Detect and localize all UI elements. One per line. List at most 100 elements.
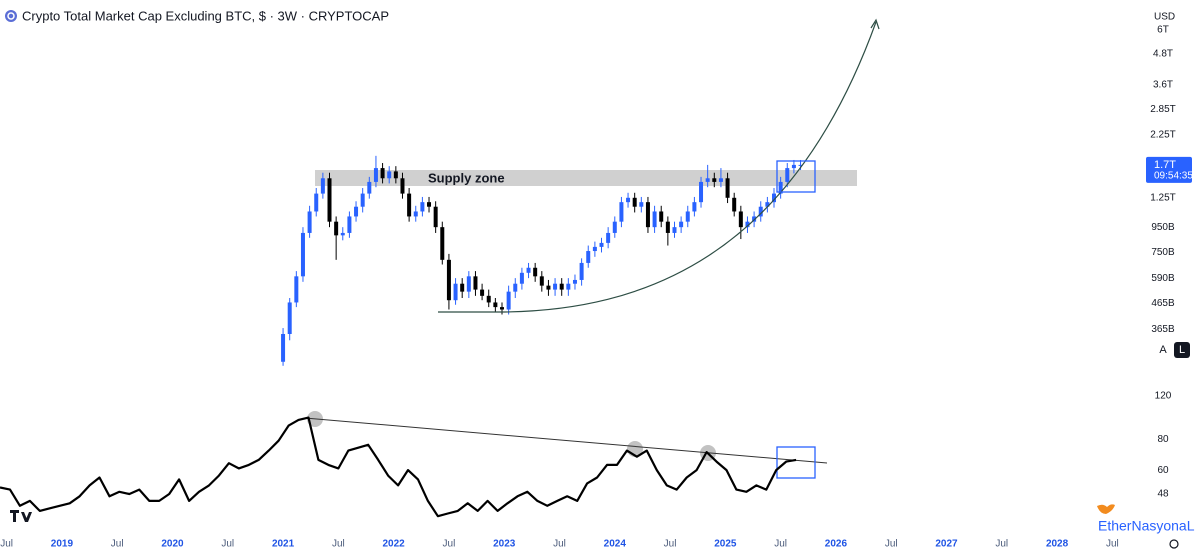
candle-body [745, 221, 750, 228]
x-tick-label: Jul [995, 539, 1008, 550]
candle-body [506, 291, 511, 310]
candle-body [413, 211, 418, 217]
candle-body [732, 197, 737, 212]
price-tag-label: 1.7T [1154, 159, 1176, 171]
settings-icon[interactable] [1169, 539, 1179, 549]
x-tick-label: 2027 [935, 539, 958, 550]
candle-body [665, 221, 670, 233]
log-scale-button-bg[interactable] [1174, 342, 1190, 358]
candle-body [752, 216, 757, 222]
x-tick-label: 2028 [1046, 539, 1069, 550]
x-tick-label: 2020 [161, 539, 184, 550]
candle-body [586, 251, 591, 263]
candle-body [407, 193, 412, 217]
candle-body [466, 276, 471, 292]
candle-body [340, 232, 345, 236]
candle-body [705, 178, 710, 182]
highlight-box [776, 446, 816, 479]
price-pane: 365B 465B 590B 750B 950B 1.25T 2.25T 2.85T 3.6T 4… [281, 25, 1176, 366]
candle-body [499, 307, 504, 310]
y-tick-label: 750B [1151, 247, 1175, 258]
y-tick-label: 3.6T [1153, 79, 1173, 90]
watermark: EtherNasyonaL [1098, 518, 1195, 534]
x-tick-label: Jul [332, 539, 345, 550]
candle-body [400, 178, 405, 194]
x-tick-label: Jul [443, 539, 456, 550]
y-tick-label: 2.25T [1150, 130, 1176, 141]
candle-body [725, 178, 730, 198]
x-tick-label: 2019 [51, 539, 74, 550]
countdown-label: 09:54:35 [1154, 171, 1193, 182]
candle-body [599, 242, 604, 247]
candle-body [718, 178, 723, 182]
y-tick-label: 4.8T [1153, 48, 1173, 59]
y-tick-label: 365B [1151, 324, 1175, 335]
candle-body [433, 206, 438, 228]
y-tick-label: 590B [1151, 273, 1175, 284]
log-scale-button[interactable]: L [1179, 344, 1185, 356]
y-tick-label: 950B [1151, 222, 1175, 233]
y-tick-label: 80 [1157, 434, 1169, 445]
candle-body [626, 197, 631, 203]
price-tag-bg [1146, 156, 1192, 183]
candle-body [533, 267, 538, 277]
candle-body [427, 202, 432, 207]
y-tick-label: 48 [1157, 489, 1169, 500]
candle-body [287, 302, 292, 334]
candle-body [765, 202, 770, 207]
candle-body [778, 181, 783, 194]
candle-body [307, 211, 312, 233]
y-tick-label: 465B [1151, 298, 1175, 309]
y-tick-label: 1.25T [1150, 192, 1176, 203]
x-tick-label: 2021 [272, 539, 295, 550]
candle-body [440, 227, 445, 260]
chart-title: Crypto Total Market Cap Excluding BTC, $… [22, 8, 389, 23]
x-tick-label: Jul [885, 539, 898, 550]
candle-body [692, 202, 697, 212]
candle-body [486, 295, 491, 303]
candle-body [791, 164, 796, 169]
tv-logo [10, 510, 32, 522]
x-tick-label: 2023 [493, 539, 516, 550]
candle-body [387, 171, 392, 179]
candle-body [645, 202, 650, 228]
candle-body [493, 302, 498, 308]
x-tick-label: Jul [553, 539, 566, 550]
supply-zone-label: Supply zone [428, 170, 505, 185]
y-tick-label: 120 [1155, 391, 1172, 402]
candle-body [453, 283, 458, 301]
candle-body [572, 279, 577, 284]
symbol-icon-ring [7, 12, 15, 20]
candle-body [632, 197, 637, 207]
candle-body [772, 193, 777, 203]
candle-body [652, 211, 657, 228]
currency-button[interactable] [1145, 6, 1185, 26]
candle-body [473, 276, 478, 290]
candle-body [519, 272, 524, 284]
watermark-bird [1097, 504, 1115, 514]
auto-scale-button[interactable]: A [1159, 344, 1167, 356]
x-tick-label: Jul [774, 539, 787, 550]
candle-body [619, 202, 624, 222]
candle-body [320, 178, 325, 194]
candle-body [526, 267, 531, 273]
oscillator-pane: 48 60 80 120 [0, 391, 1172, 518]
candle-body [360, 193, 365, 207]
candle-body [612, 221, 617, 233]
currency-label[interactable]: USD [1154, 12, 1175, 23]
candle-body [347, 216, 352, 233]
candle-body [659, 211, 664, 222]
curve-arrowhead [870, 18, 880, 30]
candle-body [314, 193, 319, 212]
x-tick-label: Jul [664, 539, 677, 550]
candle-body [758, 206, 763, 217]
candle-body [281, 333, 286, 362]
candle-body [539, 276, 544, 286]
x-tick-label: Jul [1106, 539, 1119, 550]
x-tick-label: Jul [221, 539, 234, 550]
x-tick-label: 2022 [383, 539, 406, 550]
candle-body [679, 221, 684, 228]
candle-body [446, 259, 451, 301]
candle-body [579, 262, 584, 280]
